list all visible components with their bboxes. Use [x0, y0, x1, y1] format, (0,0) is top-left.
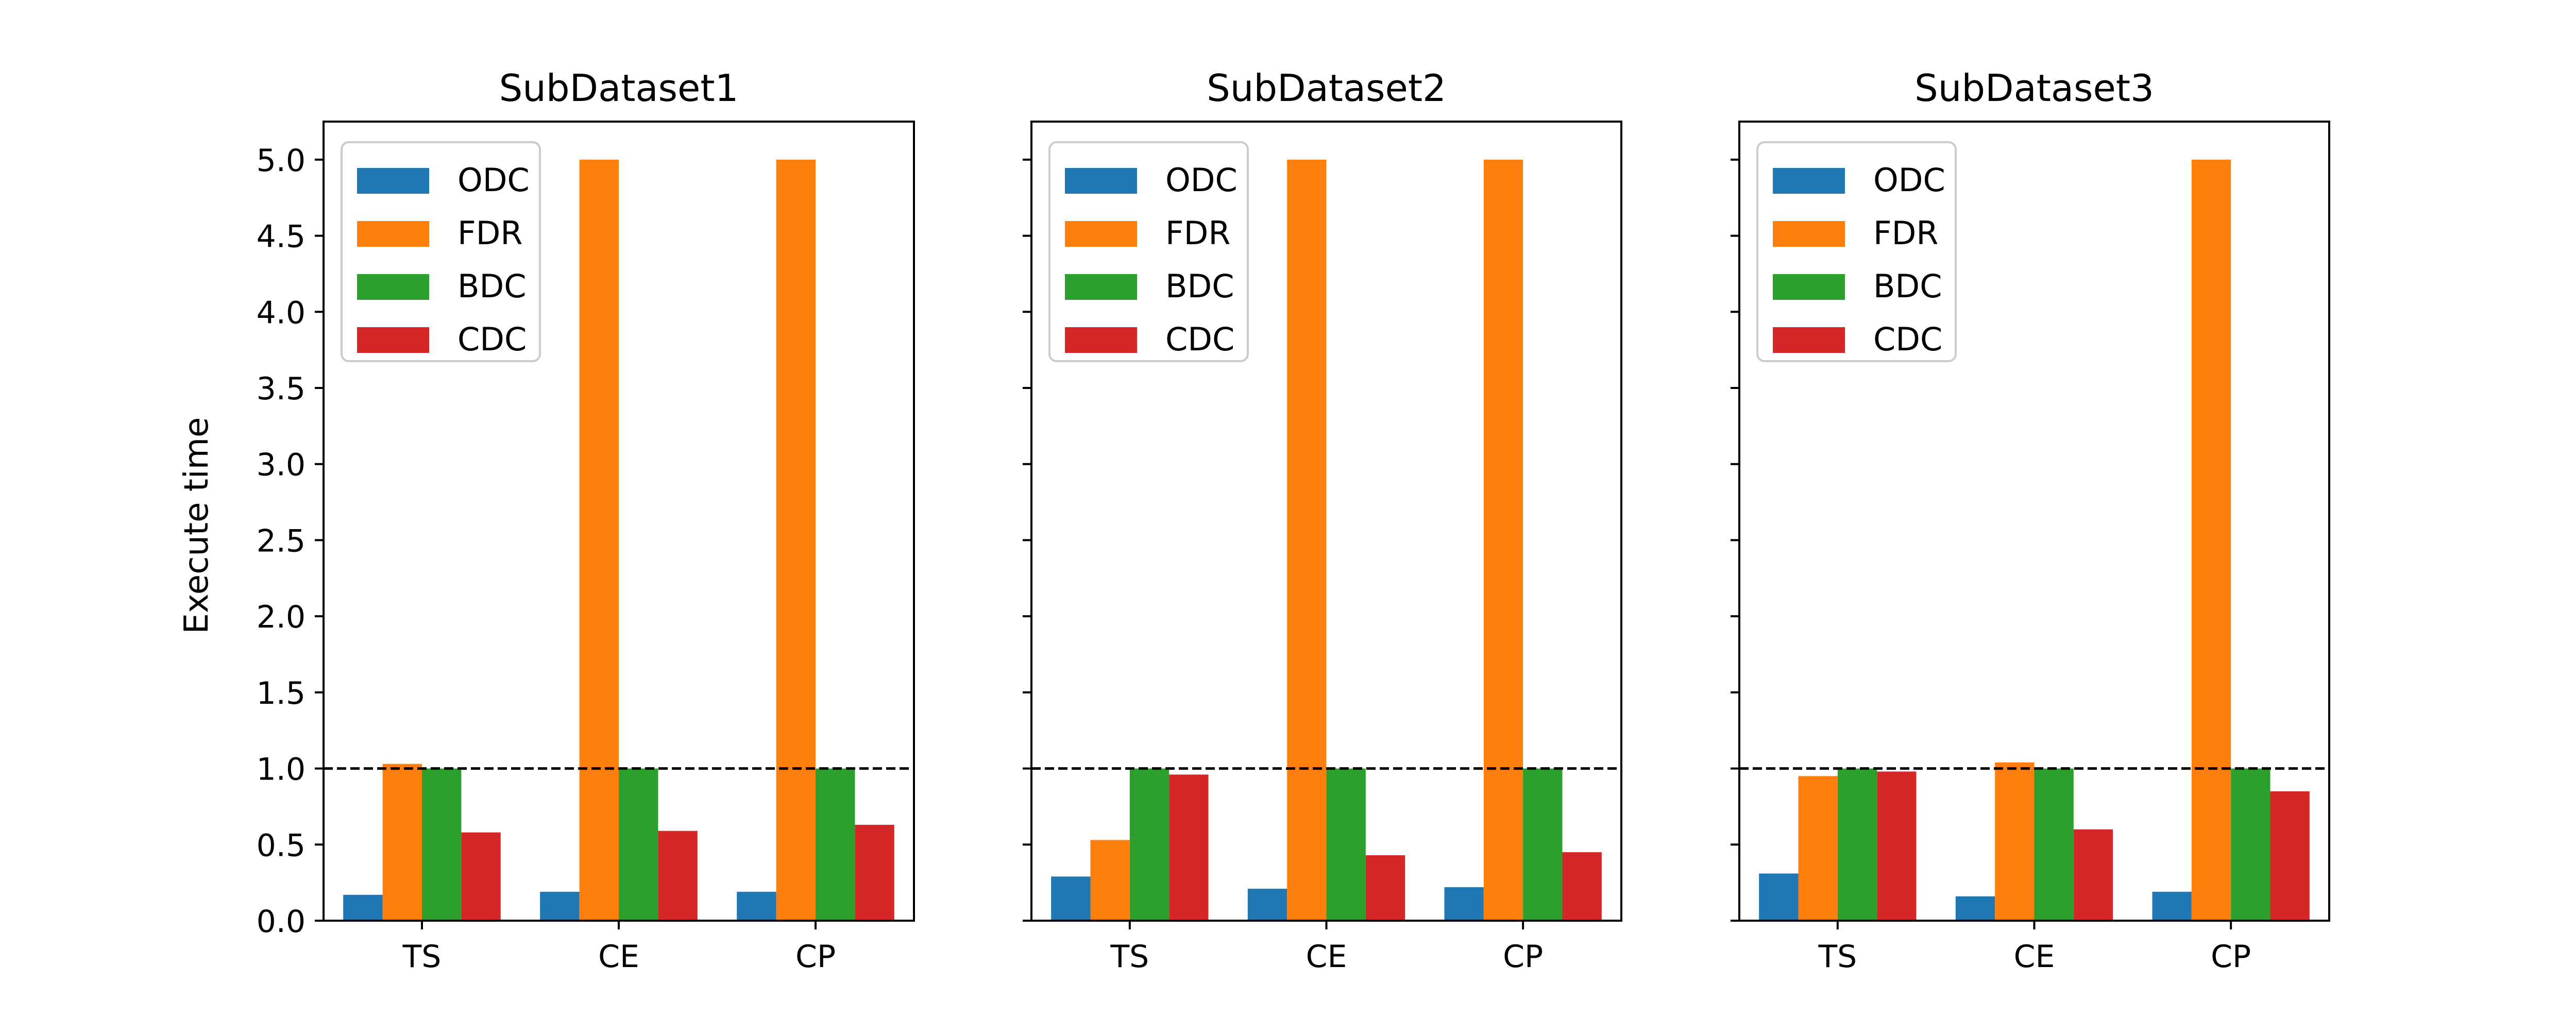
bar-odc-ts [1759, 873, 1799, 921]
bar-bdc-ts [422, 768, 462, 921]
legend-label-bdc: BDC [1873, 267, 1942, 305]
legend-swatch-fdr [357, 221, 429, 247]
legend: ODC FDR BDC CDC [1048, 141, 1249, 362]
legend-label-cdc: CDC [1165, 320, 1234, 358]
bar-cdc-cp [2270, 791, 2310, 921]
bar-fdr-ts [1090, 840, 1130, 921]
legend-swatch-fdr [1065, 221, 1137, 247]
x-tick-label-ce: CE [598, 939, 639, 975]
y-tick-label: 0.0 [257, 904, 306, 940]
legend-swatch-bdc [1773, 274, 1845, 300]
bar-cdc-ts [461, 832, 501, 921]
bar-odc-cp [2152, 891, 2192, 921]
legend-swatch-cdc [357, 327, 429, 353]
legend-swatch-fdr [1773, 221, 1845, 247]
bar-bdc-cp [2231, 768, 2270, 921]
legend-label-fdr: FDR [1165, 214, 1230, 252]
bar-fdr-cp [776, 159, 816, 921]
y-tick-label: 4.5 [257, 219, 306, 255]
bar-odc-cp [1444, 887, 1484, 921]
subplot-3: TS CE CP SubDataset3 ODC FDR BDC CDC [1731, 66, 2330, 975]
bar-fdr-cp [2191, 159, 2231, 921]
bar-fdr-ts [1798, 776, 1838, 921]
y-tick-label: 1.5 [257, 675, 306, 712]
legend: ODC FDR BDC CDC [1756, 141, 1957, 362]
bar-cdc-ts [1169, 774, 1209, 921]
x-tick-label-ts: TS [1818, 939, 1857, 975]
bar-cdc-ce [1365, 855, 1405, 921]
legend-label-cdc: CDC [1873, 320, 1942, 358]
subplot-title: SubDataset3 [1914, 66, 2154, 110]
legend-swatch-bdc [1065, 274, 1137, 300]
bar-odc-ce [540, 891, 580, 921]
bar-bdc-cp [1523, 768, 1563, 921]
bar-bdc-ce [1326, 768, 1366, 921]
x-tick-label-cp: CP [2211, 939, 2251, 975]
legend-swatch-odc [1065, 168, 1137, 194]
y-tick-label: 2.0 [257, 599, 306, 635]
bar-fdr-ts [382, 764, 422, 921]
bar-fdr-ce [1287, 159, 1327, 921]
legend: ODC FDR BDC CDC [341, 141, 541, 362]
legend-label-fdr: FDR [1873, 214, 1938, 252]
bar-odc-cp [737, 891, 776, 921]
legend-label-cdc: CDC [457, 320, 527, 358]
bar-odc-ts [343, 894, 383, 921]
bar-cdc-cp [855, 824, 894, 921]
x-tick-label-ce: CE [1306, 939, 1347, 975]
legend-label-fdr: FDR [457, 214, 522, 252]
bar-cdc-cp [1562, 852, 1602, 921]
y-axis-label: Execute time [178, 417, 216, 634]
legend-swatch-bdc [357, 274, 429, 300]
subplot-2: TS CE CP SubDataset2 ODC FDR BDC CDC [1023, 66, 1622, 975]
y-tick-label: 2.5 [257, 523, 306, 559]
bar-bdc-cp [816, 768, 855, 921]
x-tick-label-cp: CP [795, 939, 836, 975]
y-tick-label: 0.5 [257, 827, 306, 863]
bar-odc-ce [1955, 896, 1995, 921]
y-tick-label: 4.0 [257, 295, 306, 331]
legend-box [1756, 141, 1957, 362]
legend-swatch-odc [357, 168, 429, 194]
x-tick-label-ce: CE [2014, 939, 2055, 975]
subplot-1: 0.0 0.5 1.0 1.5 2.0 2.5 3.0 3.5 4.0 4.5 5.0 TS CE CP S… [257, 66, 915, 975]
bar-odc-ce [1247, 888, 1287, 921]
bar-cdc-ts [1877, 771, 1917, 921]
y-tick-label: 5.0 [257, 143, 306, 179]
bar-cdc-ce [2073, 829, 2113, 921]
bar-bdc-ts [1837, 768, 1877, 921]
bar-odc-ts [1051, 876, 1091, 921]
x-tick-label-ts: TS [1110, 939, 1149, 975]
subplot-title: SubDataset2 [1207, 66, 1446, 110]
x-tick-label-ts: TS [402, 939, 442, 975]
y-tick-label: 3.0 [257, 447, 306, 483]
legend-label-bdc: BDC [1165, 267, 1234, 305]
x-tick-label-cp: CP [1503, 939, 1543, 975]
legend-swatch-cdc [1773, 327, 1845, 353]
bar-fdr-ce [579, 159, 619, 921]
legend-label-odc: ODC [1873, 161, 1945, 199]
bar-fdr-cp [1483, 159, 1523, 921]
y-tick-label: 1.0 [257, 752, 306, 788]
subplot-title: SubDataset1 [499, 66, 739, 110]
bar-fdr-ce [1995, 762, 2035, 921]
legend-swatch-cdc [1065, 327, 1137, 353]
y-tick-label: 3.5 [257, 371, 306, 407]
bar-bdc-ts [1129, 768, 1170, 921]
legend-box [341, 141, 541, 362]
legend-label-bdc: BDC [457, 267, 527, 305]
bar-bdc-ce [619, 768, 658, 921]
legend-label-odc: ODC [1165, 161, 1238, 199]
legend-label-odc: ODC [457, 161, 530, 199]
legend-box [1048, 141, 1249, 362]
bar-cdc-ce [658, 831, 698, 921]
legend-swatch-odc [1773, 168, 1845, 194]
bar-bdc-ce [2034, 768, 2074, 921]
